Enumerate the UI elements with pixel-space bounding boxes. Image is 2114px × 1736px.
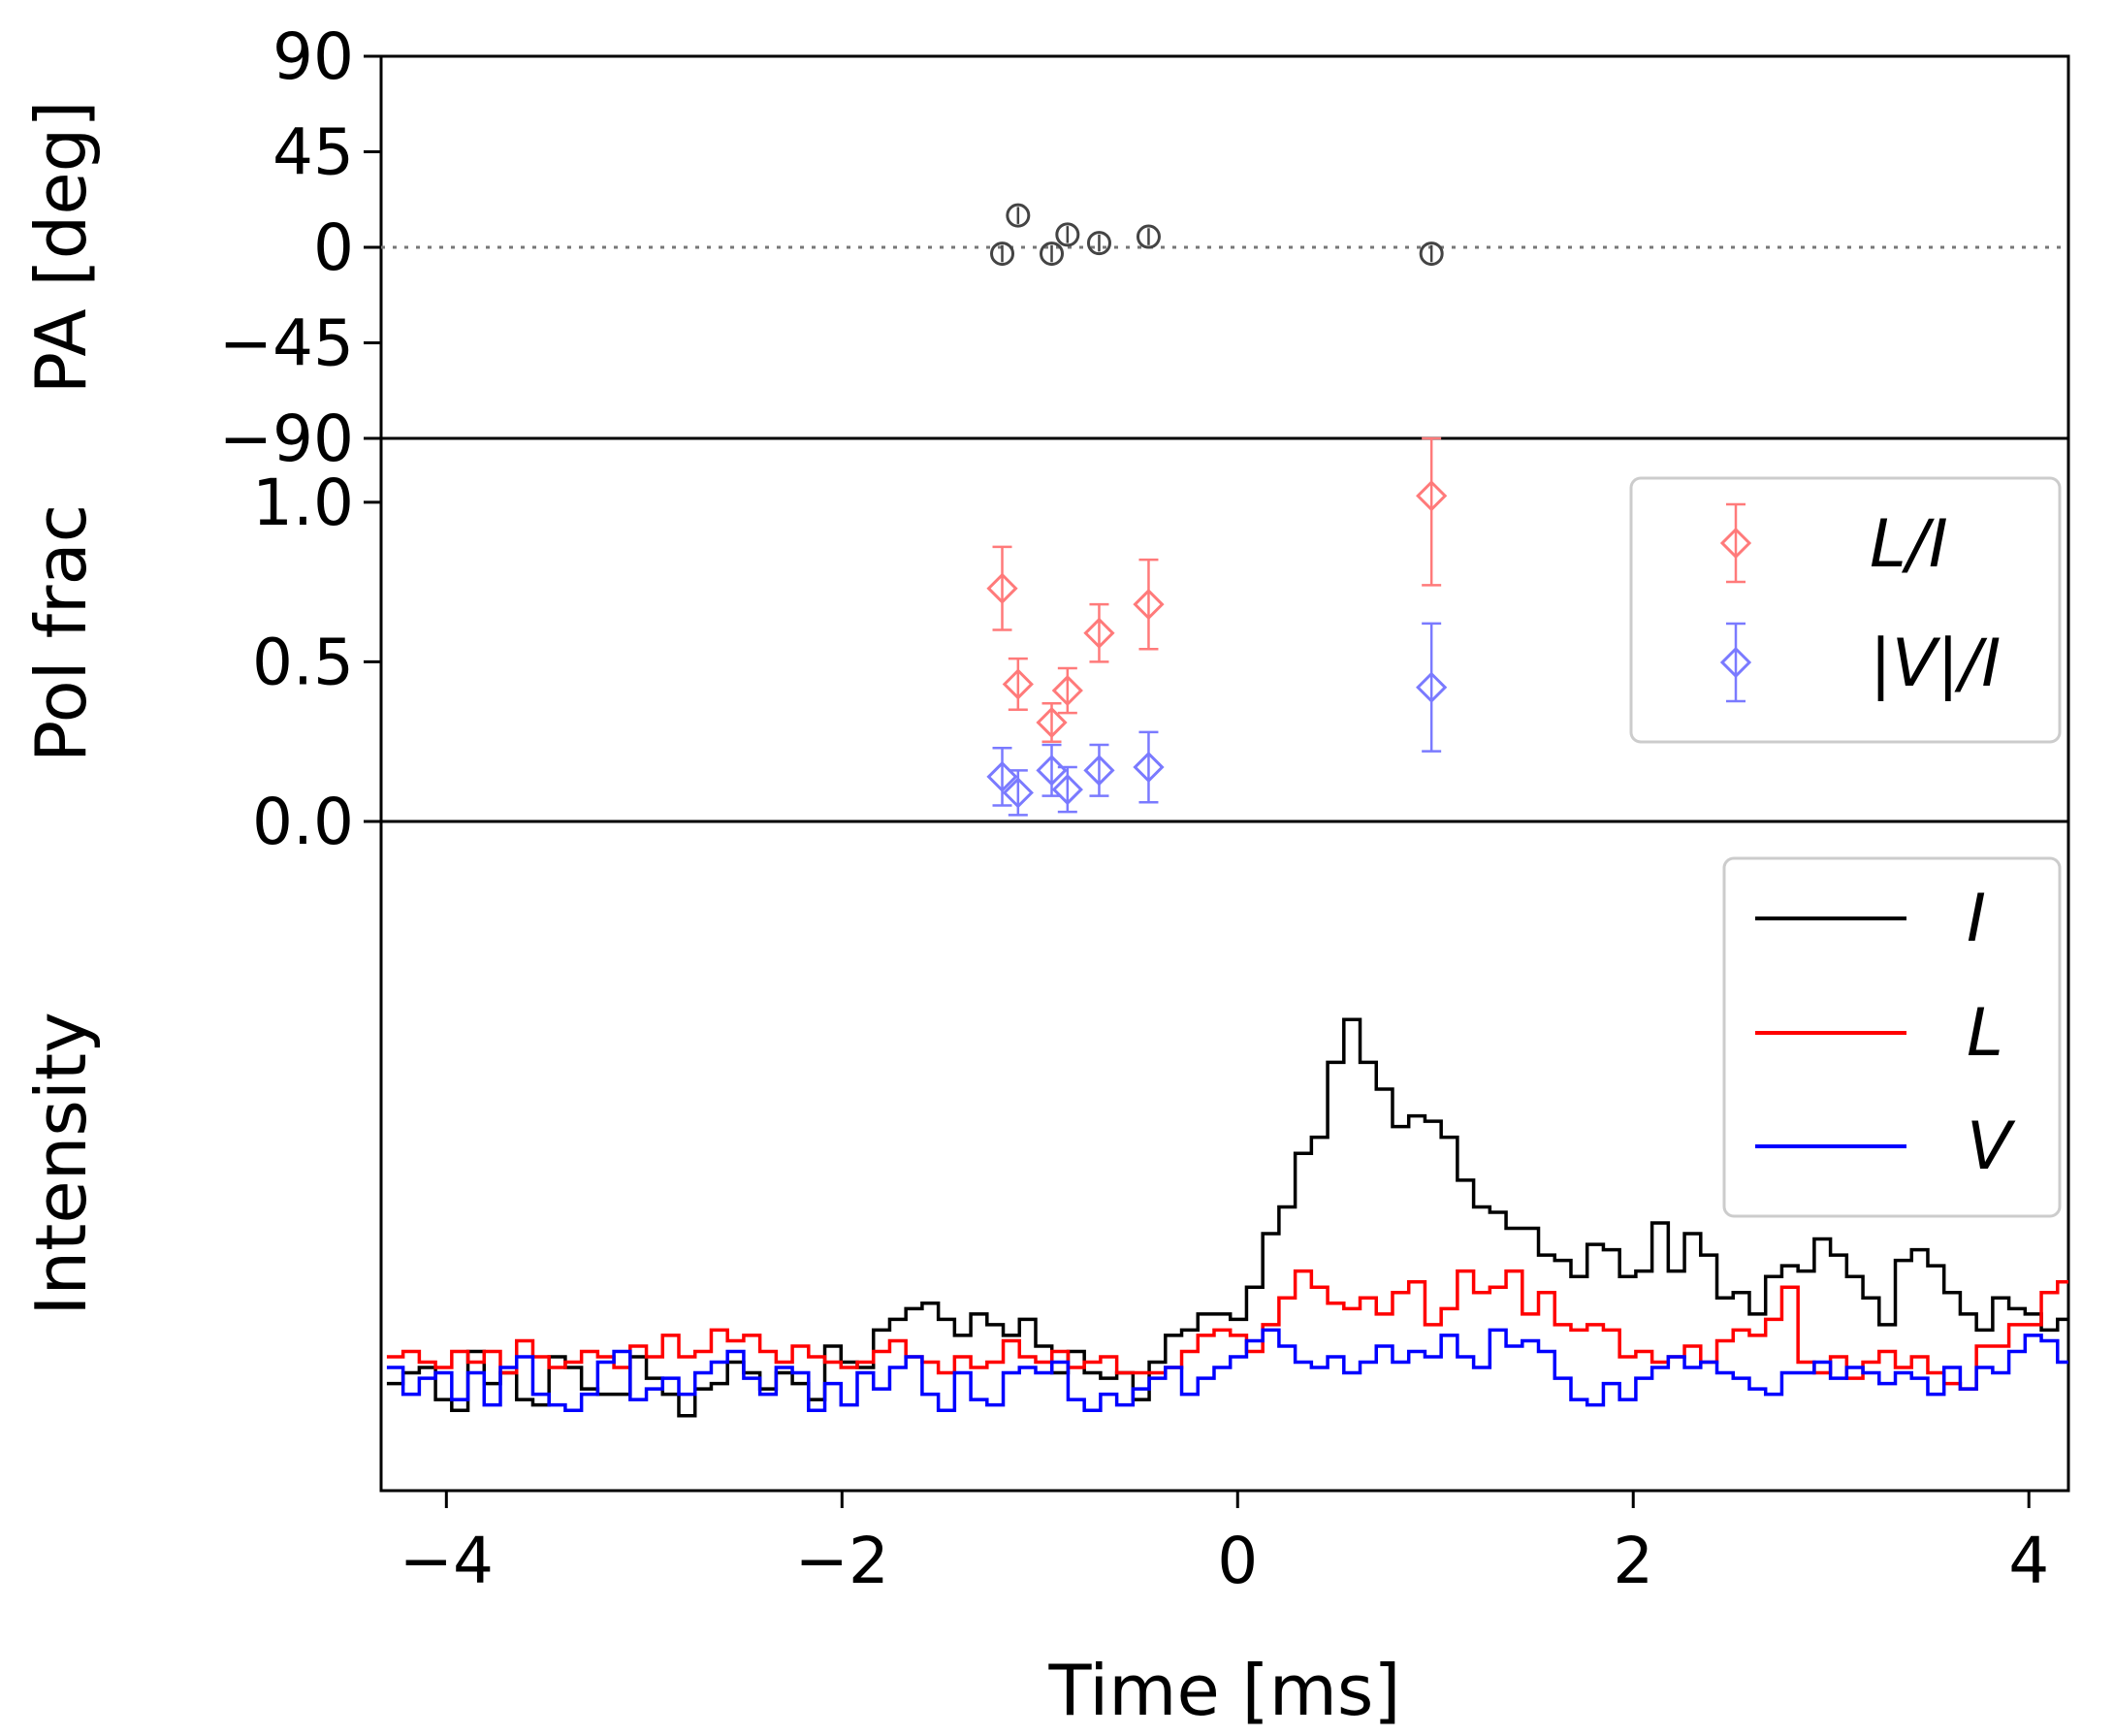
polfrac-data-layer <box>986 436 1448 817</box>
polfrac-legend-marks <box>1719 502 1752 703</box>
vfrac-point <box>1051 773 1083 806</box>
intensity-i-curve <box>386 1017 2068 1418</box>
intensity-v-curve <box>386 1328 2068 1412</box>
pa-ytick-label: −90 <box>219 402 354 476</box>
polfrac-legend-box <box>1629 476 2062 744</box>
pa-point <box>1086 231 1111 256</box>
intensity-data-layer <box>386 1017 2068 1418</box>
pa-ylabel: PA [deg] <box>20 101 102 395</box>
polfrac-ylabel: Pol frac <box>20 504 102 762</box>
pa-point <box>1040 241 1065 267</box>
lfrac-point <box>1083 617 1115 649</box>
pf-ytick-label: 0.5 <box>252 625 354 699</box>
intensity-legend: I L V <box>1722 856 2062 1218</box>
intensity-l-curve <box>386 1269 2068 1391</box>
legend-vfrac-marker <box>1719 646 1752 679</box>
pa-ytick-label: −45 <box>219 306 354 381</box>
lfrac-point <box>1416 480 1448 512</box>
intensity-curves <box>386 1017 2068 1418</box>
pa-point <box>1419 241 1444 267</box>
lfrac-point <box>1002 668 1034 700</box>
intensity-panel-frame <box>379 820 2070 1493</box>
xtick-label: 0 <box>1217 1524 1258 1598</box>
pa-ytick-label: 90 <box>272 19 354 94</box>
tick-layer: 90 45 0 −45 −90 0.0 0.5 1.0 −4 −2 0 2 4 <box>219 19 2049 1598</box>
pa-point <box>990 241 1015 267</box>
pa-ytick-label: 45 <box>272 115 354 190</box>
legend-label-l-over-i: L/I <box>1870 506 1948 583</box>
lfrac-point <box>986 572 1018 604</box>
vfrac-point <box>1416 671 1448 703</box>
legend-label-v: V <box>1967 1109 2016 1185</box>
legend-label-l: L <box>1967 995 2003 1072</box>
pf-ytick-label: 0.0 <box>252 785 354 859</box>
vfrac-point <box>1002 777 1034 809</box>
vfrac-point <box>986 760 1018 793</box>
intensity-legend-marks <box>1755 916 1906 1148</box>
intensity-ylabel: Intensity <box>20 1012 102 1315</box>
legend-label-v-over-i: |V|/I <box>1870 626 2001 702</box>
xlabel: Time [ms] <box>1048 1650 1401 1731</box>
pf-ytick-label: 1.0 <box>252 466 354 540</box>
pa-ytick-label: 0 <box>313 210 354 285</box>
pa-point <box>1136 224 1161 249</box>
lfrac-point <box>1036 706 1068 739</box>
vfrac-point <box>1133 751 1165 784</box>
polfrac-legend: L/I |V|/I <box>1629 476 2062 744</box>
xtick-label: 4 <box>2008 1524 2049 1598</box>
xtick-label: 2 <box>1613 1524 1653 1598</box>
pa-point <box>1006 203 1031 228</box>
pa-point <box>1055 222 1080 247</box>
intensity-legend-box <box>1722 856 2062 1218</box>
legend-label-i: I <box>1967 881 1986 957</box>
lfrac-point <box>1133 589 1165 621</box>
xtick-label: −4 <box>400 1524 494 1598</box>
legend-lfrac-marker <box>1719 527 1752 560</box>
vfrac-point <box>1036 755 1068 787</box>
lfrac-point <box>1051 674 1083 707</box>
vfrac-point <box>1083 755 1115 787</box>
pa-data-layer <box>381 203 2068 267</box>
xtick-label: −2 <box>795 1524 889 1598</box>
